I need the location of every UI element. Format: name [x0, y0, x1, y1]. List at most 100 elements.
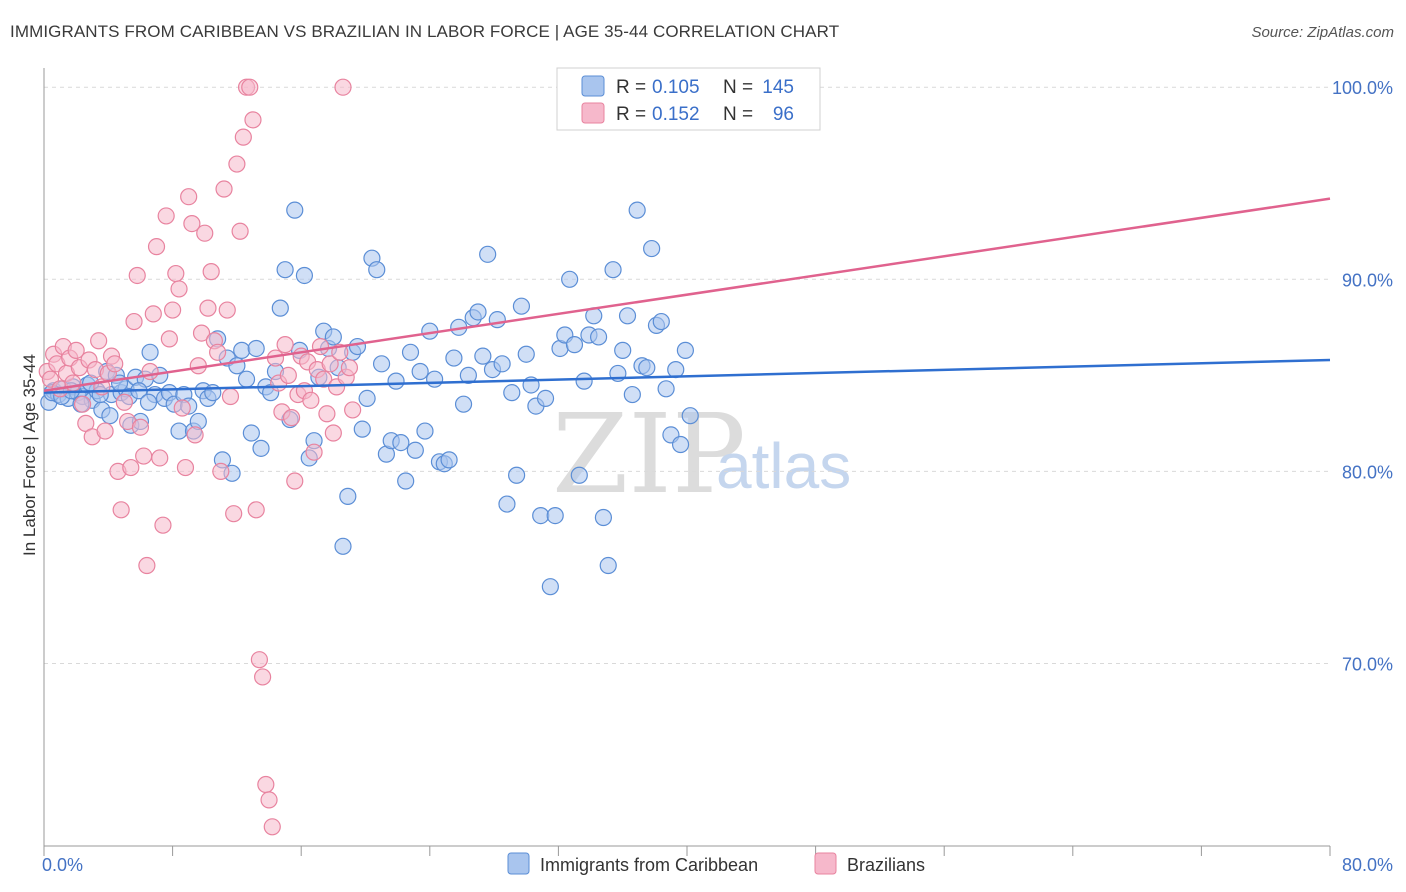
caribbean-point — [643, 239, 661, 258]
brazilians-point — [286, 472, 304, 490]
brazilians-point — [192, 324, 211, 342]
brazilians-point — [135, 447, 153, 465]
brazilians-point — [67, 341, 85, 359]
caribbean-point — [623, 385, 641, 404]
caribbean-point — [565, 336, 584, 354]
caribbean-point — [570, 466, 588, 484]
caribbean-point — [541, 578, 559, 596]
caribbean-point — [536, 389, 555, 408]
brazilians-point — [228, 155, 246, 173]
brazilians-point — [180, 188, 198, 206]
legend-label-brazilians: Brazilians — [847, 855, 925, 875]
caribbean-point — [532, 506, 550, 525]
caribbean-point — [141, 343, 159, 361]
caribbean-point — [252, 439, 270, 457]
brazilians-point — [96, 422, 114, 440]
caribbean-point — [638, 359, 656, 377]
brazilians-point — [218, 301, 236, 319]
stats-n-value-brazilians: 96 — [773, 104, 794, 125]
brazilians-point — [154, 516, 172, 534]
brazilians-point — [209, 343, 227, 361]
caribbean-point — [426, 370, 444, 388]
trendline-brazilians — [43, 197, 1331, 392]
watermark-atlas: atlas — [716, 430, 851, 502]
brazilians-point — [115, 393, 133, 411]
brazilians-point — [321, 355, 339, 373]
brazilians-point — [196, 224, 214, 242]
caribbean-point — [101, 407, 119, 425]
caribbean-point — [589, 328, 608, 346]
brazilians-point — [221, 387, 240, 406]
caribbean-point — [358, 389, 376, 408]
brazilians-point — [234, 128, 252, 146]
caribbean-point — [474, 347, 492, 365]
caribbean-point — [575, 372, 593, 390]
brazilians-point — [340, 359, 359, 377]
brazilians-point — [318, 405, 336, 423]
caribbean-point — [493, 355, 511, 373]
brazilians-point — [305, 443, 323, 461]
brazilians-point — [183, 215, 201, 233]
stats-legend-swatch-brazilians — [581, 102, 605, 124]
caribbean-point — [411, 362, 429, 381]
y-tick-label: 80.0% — [1342, 462, 1393, 482]
caribbean-point — [170, 422, 188, 440]
y-tick-label: 90.0% — [1342, 270, 1393, 290]
caribbean-point — [445, 349, 463, 367]
caribbean-point — [397, 472, 415, 490]
caribbean-point — [671, 435, 690, 454]
caribbean-point — [561, 270, 579, 288]
brazilians-point — [131, 418, 150, 436]
brazilians-point — [199, 299, 217, 317]
brazilians-point — [160, 330, 178, 348]
trendline-caribbean — [43, 358, 1331, 394]
caribbean-point — [599, 556, 617, 575]
brazilians-point — [231, 222, 249, 240]
caribbean-point — [286, 201, 304, 219]
stats-legend-swatch-caribbean — [581, 75, 605, 97]
caribbean-point — [348, 337, 367, 356]
brazilians-point — [164, 301, 182, 319]
caribbean-point — [508, 466, 526, 484]
brazilians-point — [144, 305, 162, 323]
brazilians-point — [324, 424, 342, 442]
brazilians-point — [260, 791, 278, 809]
brazilians-point — [173, 399, 191, 417]
legend-swatch-caribbean — [507, 852, 530, 875]
brazilians-point — [276, 336, 294, 354]
caribbean-point — [247, 339, 265, 358]
caribbean-point — [503, 384, 521, 402]
brazilians-point — [225, 505, 243, 523]
brazilians-point — [279, 366, 297, 384]
brazilians-point — [141, 362, 159, 381]
caribbean-point — [339, 487, 357, 505]
brazilians-point — [186, 426, 204, 444]
caribbean-point — [667, 360, 685, 379]
stats-legend: R = 0.105 N = 145 R = 0.152 N = 96 — [556, 67, 821, 131]
stats-r-label-caribbean: R = — [616, 77, 646, 98]
caribbean-point — [242, 424, 260, 442]
brazilians-point — [263, 818, 281, 836]
caribbean-point — [488, 311, 506, 329]
caribbean-point — [676, 341, 694, 359]
caribbean-point — [614, 341, 632, 359]
caribbean-point — [324, 328, 342, 346]
x-tick-label-max: 80.0% — [1342, 855, 1393, 875]
brazilians-point — [202, 263, 220, 281]
caribbean-point — [681, 407, 699, 425]
caribbean-point — [618, 307, 637, 325]
caribbean-point — [469, 303, 487, 321]
caribbean-point — [440, 451, 458, 469]
brazilians-point — [106, 355, 124, 373]
caribbean-point — [416, 422, 434, 440]
stats-r-value-brazilians: 0.152 — [652, 104, 700, 125]
caribbean-point — [594, 508, 613, 527]
y-tick-label: 70.0% — [1342, 655, 1393, 675]
brazilians-point — [112, 501, 130, 519]
caribbean-point — [479, 245, 497, 263]
stats-n-value-caribbean: 145 — [762, 77, 794, 98]
brazilians-point — [147, 238, 166, 256]
caribbean-point — [401, 343, 420, 361]
chart-title: IMMIGRANTS FROM CARIBBEAN VS BRAZILIAN I… — [10, 22, 840, 41]
